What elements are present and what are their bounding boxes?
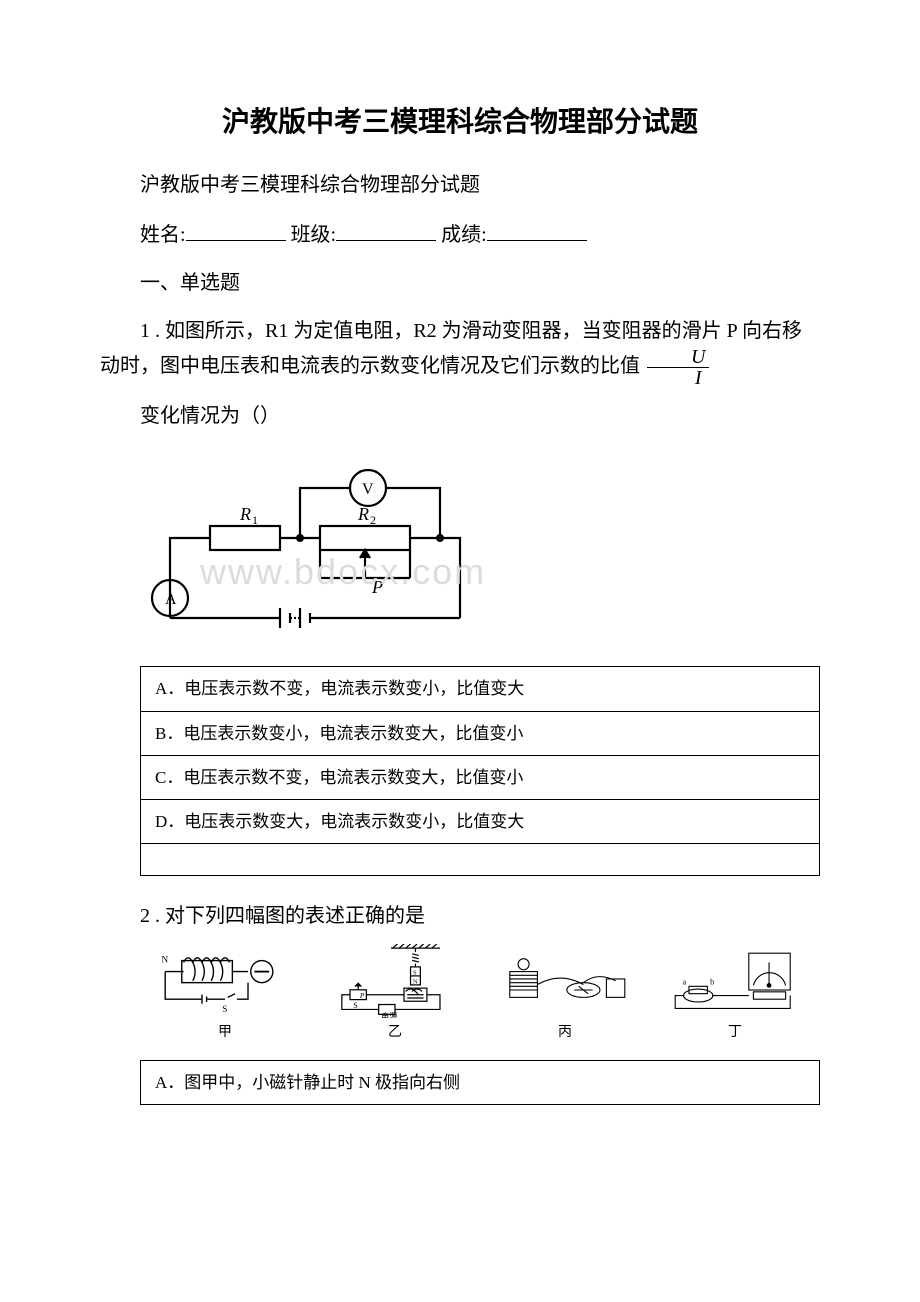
page-title: 沪教版中考三模理科综合物理部分试题 (100, 100, 820, 145)
svg-text:1: 1 (252, 513, 258, 527)
ammeter-icon: A (165, 591, 177, 608)
svg-text:P: P (359, 991, 365, 1000)
q2-fig-label-3: 丁 (728, 1022, 742, 1044)
circuit-r2-label: R (357, 504, 369, 524)
score-label: 成绩: (441, 224, 487, 246)
svg-text:a: a (683, 978, 687, 987)
q2-fig-label-1: 乙 (388, 1022, 402, 1044)
q1-option-empty (141, 844, 820, 876)
svg-text:S: S (222, 1004, 227, 1014)
q1-frac-den: I (647, 368, 709, 388)
voltmeter-icon: V (362, 481, 374, 498)
q1-fraction: U I (647, 347, 709, 388)
subtitle: 沪教版中考三模理科综合物理部分试题 (100, 169, 820, 201)
q1-option-a[interactable]: A．电压表示数不变，电流表示数变小，比值变大 (141, 667, 820, 711)
q1-options-table: A．电压表示数不变，电流表示数变小，比值变大 B．电压表示数变小，电流表示数变大… (140, 666, 820, 876)
svg-text:电源: 电源 (381, 1011, 397, 1017)
q2-options-table: A．图甲中，小磁针静止时 N 极指向右侧 (140, 1060, 820, 1105)
q1-option-b[interactable]: B．电压表示数变小，电流表示数变大，比值变小 (141, 711, 820, 755)
class-blank[interactable] (336, 217, 436, 241)
class-label: 班级: (291, 224, 337, 246)
circuit-p-label: P (371, 577, 383, 597)
score-blank[interactable] (487, 217, 587, 241)
q2-fig-jia: N S 甲 (150, 944, 300, 1044)
svg-text:N: N (413, 978, 418, 985)
svg-text:S: S (413, 969, 417, 976)
q1-text-b: 变化情况为（） (100, 400, 820, 432)
q2-figures: N S 甲 S N (140, 944, 820, 1044)
q1-circuit-diagram: R 1 R 2 P V A www.bdocx.com (140, 448, 820, 657)
q1-frac-num: U (647, 347, 709, 368)
q2-fig-ding: a b 丁 (660, 944, 810, 1044)
svg-text:b: b (710, 978, 714, 987)
q2-fig-bing: 丙 (490, 944, 640, 1044)
name-label: 姓名: (140, 224, 186, 246)
section-heading: 一、单选题 (100, 267, 820, 299)
q1-text: 1 . 如图所示，R1 为定值电阻，R2 为滑动变阻器，当变阻器的滑片 P 向右… (100, 315, 820, 388)
q2-fig-yi: S N S P 电源 乙 (320, 944, 470, 1044)
svg-text:N: N (162, 955, 169, 965)
q2-fig-label-0: 甲 (218, 1022, 232, 1044)
q2-fig-label-2: 丙 (558, 1022, 572, 1044)
name-blank[interactable] (186, 217, 286, 241)
q2-option-a[interactable]: A．图甲中，小磁针静止时 N 极指向右侧 (141, 1061, 820, 1105)
form-line: 姓名: 班级: 成绩: (100, 217, 820, 251)
svg-text:2: 2 (370, 513, 376, 527)
q2-text: 2 . 对下列四幅图的表述正确的是 (100, 900, 820, 932)
q1-option-c[interactable]: C．电压表示数不变，电流表示数变大，比值变小 (141, 755, 820, 799)
svg-text:S: S (353, 1001, 358, 1010)
circuit-r1-label: R (239, 504, 251, 524)
q1-option-d[interactable]: D．电压表示数变大，电流表示数变小，比值变大 (141, 799, 820, 843)
